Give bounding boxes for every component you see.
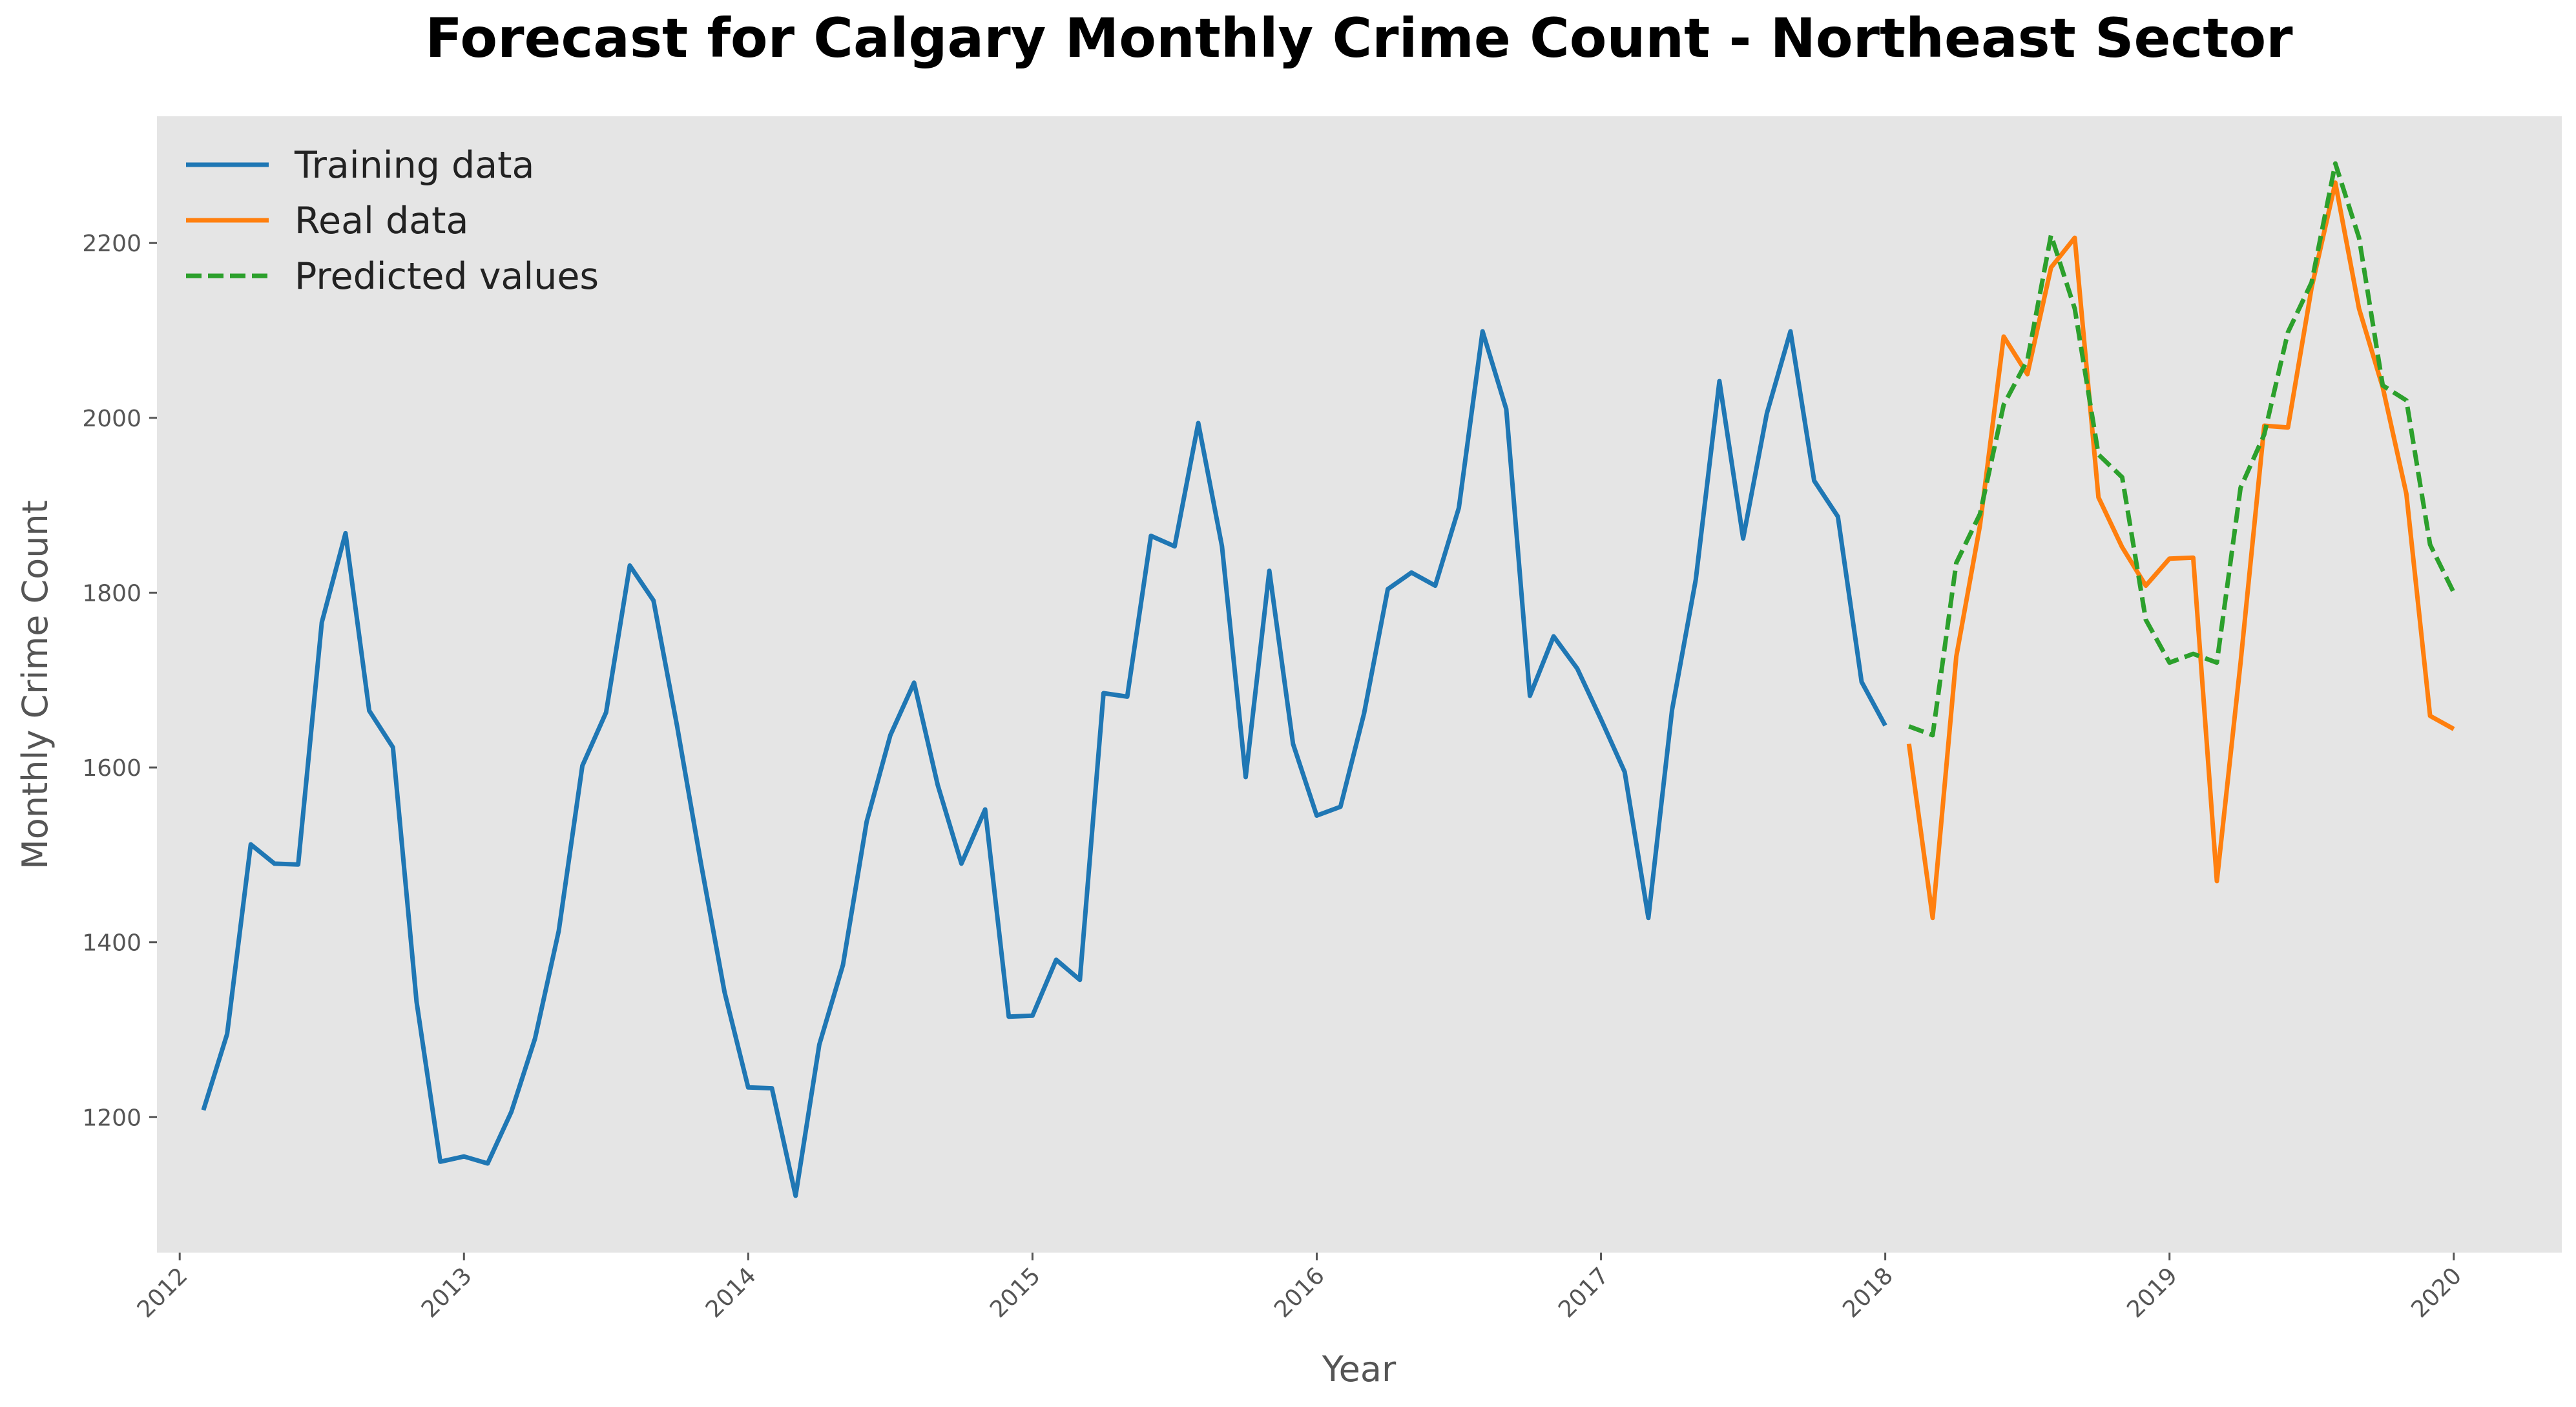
series-line-training-data — [201, 329, 1887, 1198]
y-tick-label: 1200 — [82, 1105, 141, 1131]
chart-title: Forecast for Calgary Monthly Crime Count… — [425, 6, 2293, 70]
y-tick-label: 1600 — [82, 755, 141, 782]
x-tick-label: 2018 — [1838, 1262, 1898, 1323]
series-line-real-data — [1906, 180, 2455, 921]
y-tick-label: 2200 — [82, 231, 141, 257]
x-tick-label: 2013 — [417, 1262, 477, 1323]
y-tick-label: 1800 — [82, 580, 141, 607]
x-tick-label: 2015 — [985, 1262, 1046, 1323]
y-tick-label: 2000 — [82, 406, 141, 432]
x-tick-label: 2012 — [132, 1262, 193, 1323]
legend: Training data Real data Predicted values — [186, 144, 599, 298]
legend-label: Training data — [294, 144, 534, 187]
series-lines — [201, 161, 2456, 1198]
y-axis-label: Monthly Crime Count — [15, 500, 56, 870]
x-tick-label: 2019 — [2122, 1262, 2183, 1323]
x-tick-label: 2020 — [2406, 1262, 2467, 1323]
x-axis-label: Year — [1322, 1349, 1397, 1390]
y-tick-label: 1400 — [82, 930, 141, 957]
x-tick-label: 2014 — [701, 1262, 762, 1323]
legend-label: Predicted values — [295, 255, 599, 298]
x-tick-label: 2017 — [1553, 1262, 1614, 1323]
x-tick-label: 2016 — [1269, 1262, 1330, 1323]
legend-label: Real data — [295, 200, 468, 242]
plot-area — [157, 116, 2562, 1253]
